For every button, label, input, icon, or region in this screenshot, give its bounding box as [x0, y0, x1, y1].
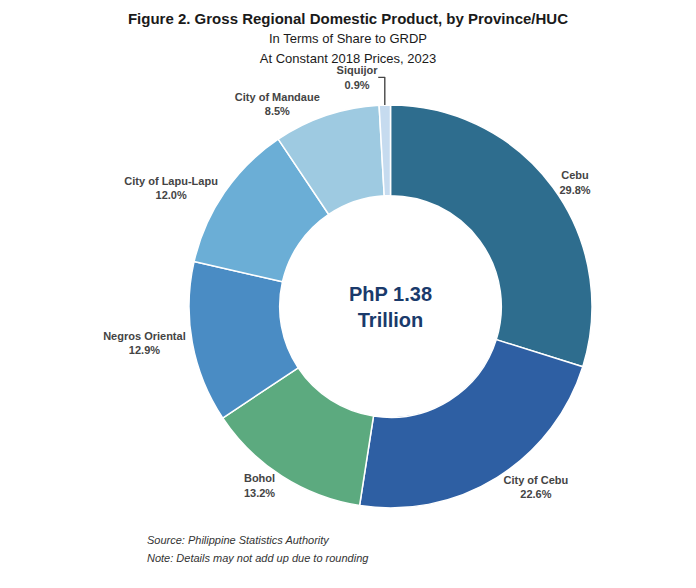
svg-text:City of Lapu-Lapu12.0%: City of Lapu-Lapu12.0% [124, 175, 218, 201]
svg-text:Figure 2. Gross Regional Domes: Figure 2. Gross Regional Domestic Produc… [128, 10, 568, 66]
svg-text:City of Mandaue8.5%: City of Mandaue8.5% [235, 91, 320, 117]
svg-text:Note: Details may not add up d: Note: Details may not add up due to roun… [147, 552, 369, 564]
svg-text:Source: Philippine Statistics: Source: Philippine Statistics Authority [147, 534, 330, 546]
svg-text:Cebu29.8%: Cebu29.8% [559, 169, 590, 195]
svg-text:City of Cebu22.6%: City of Cebu22.6% [504, 474, 569, 500]
svg-text:Negros Oriental12.9%: Negros Oriental12.9% [103, 330, 186, 356]
svg-text:Bohol13.2%: Bohol13.2% [244, 472, 275, 498]
svg-text:Siquijor0.9%: Siquijor0.9% [337, 64, 379, 90]
svg-text:PhP 1.38Trillion: PhP 1.38Trillion [349, 283, 432, 331]
